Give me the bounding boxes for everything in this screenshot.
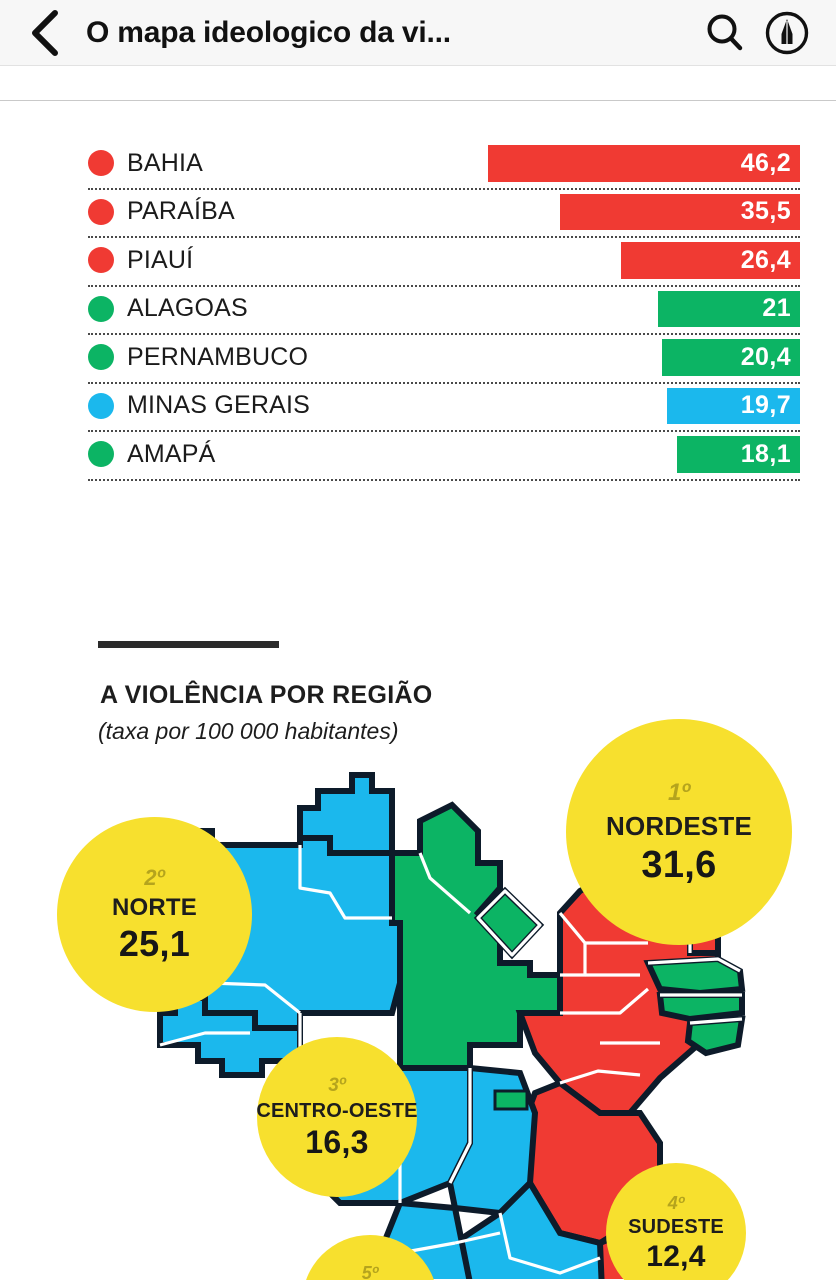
region-rank: 5º [361, 1263, 379, 1280]
legend-dot-icon [88, 441, 114, 468]
brazil-map-container: 1º NORDESTE 31,6 2º NORTE 25,1 3º CENTRO… [0, 713, 836, 1280]
search-button[interactable] [694, 3, 756, 63]
region-rank: 1º [667, 778, 691, 806]
row-label-group: AMAPÁ [88, 432, 800, 477]
page-content: 46,2 BAHIA 35,5 PARAÍBA [0, 101, 836, 1280]
app-bar: O mapa ideologico da vi... [0, 0, 836, 66]
section-title: A VIOLÊNCIA POR REGIÃO [100, 681, 433, 709]
row-label-group: PIAUÍ [88, 238, 800, 283]
table-row: 35,5 PARAÍBA [88, 190, 800, 238]
table-row: 21 ALAGOAS [88, 287, 800, 335]
legend-dot-icon [88, 247, 114, 274]
reader-button[interactable] [756, 3, 818, 63]
toolbar-strip [0, 66, 836, 101]
row-label-group: PERNAMBUCO [88, 335, 800, 380]
state-label: PERNAMBUCO [127, 342, 309, 371]
region-value: 16,3 [305, 1124, 369, 1160]
chevron-left-icon [32, 9, 58, 56]
row-label-group: MINAS GERAIS [88, 384, 800, 429]
legend-dot-icon [88, 198, 114, 225]
region-rank: 4º [667, 1193, 685, 1213]
state-label: PARAÍBA [127, 197, 235, 226]
region-bubble-norte[interactable]: 2º NORTE 25,1 [57, 817, 252, 1012]
region-rank: 2º [144, 865, 165, 890]
row-label-group: BAHIA [88, 141, 800, 186]
page-title: O mapa ideologico da vi... [86, 17, 451, 48]
table-row: 20,4 PERNAMBUCO [88, 335, 800, 384]
region-bubble-sudeste[interactable]: 4º SUDESTE 12,4 [606, 1163, 746, 1280]
region-value: 31,6 [641, 843, 717, 886]
row-label-group: PARAÍBA [88, 190, 800, 235]
legend-dot-icon [88, 392, 114, 419]
section-divider [98, 641, 279, 648]
region-bubble-centro-oeste[interactable]: 3º CENTRO-OESTE 16,3 [256, 1037, 418, 1197]
table-row: 26,4 PIAUÍ [88, 238, 800, 287]
region-value: 25,1 [118, 923, 191, 964]
search-icon [707, 14, 743, 50]
region-rank: 3º [328, 1075, 346, 1096]
legend-dot-icon [88, 150, 114, 177]
pen-circle-icon [765, 11, 809, 54]
region-name: SUDESTE [628, 1216, 724, 1238]
region-name: NORTE [112, 894, 197, 921]
section-subtitle: (taxa por 100 000 habitantes) [98, 718, 399, 744]
table-row: 46,2 BAHIA [88, 141, 800, 190]
region-name: CENTRO-OESTE [256, 1100, 418, 1122]
table-row: 19,7 MINAS GERAIS [88, 384, 800, 432]
region-name: NORDESTE [605, 810, 753, 841]
back-button[interactable] [18, 6, 72, 60]
state-violence-bar-chart: 46,2 BAHIA 35,5 PARAÍBA [88, 141, 800, 481]
region-bubble-nordeste[interactable]: 1º NORDESTE 31,6 [566, 719, 792, 945]
legend-dot-icon [88, 295, 114, 322]
table-row: 18,1 AMAPÁ [88, 432, 800, 481]
legend-dot-icon [88, 344, 114, 371]
region-value: 12,4 [646, 1240, 706, 1273]
state-label: ALAGOAS [127, 294, 248, 323]
state-label: MINAS GERAIS [127, 391, 310, 420]
state-label: PIAUÍ [127, 245, 194, 274]
state-label: AMAPÁ [127, 439, 216, 468]
row-label-group: ALAGOAS [88, 287, 800, 332]
state-label: BAHIA [127, 148, 204, 177]
